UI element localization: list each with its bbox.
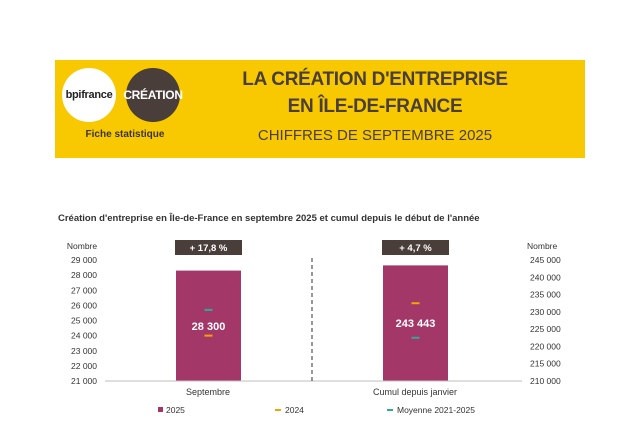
page-title-line1: LA CRÉATION D'ENTREPRISE <box>242 69 508 90</box>
axis-tick-label: 26 000 <box>71 300 97 310</box>
bar-2025 <box>383 265 448 381</box>
axis-tick-label: 215 000 <box>530 359 561 369</box>
category-label: Septembre <box>186 387 230 397</box>
axis-tick-label: 21 000 <box>71 376 97 386</box>
category-label: Cumul depuis janvier <box>373 387 457 397</box>
bar-2025 <box>176 270 241 381</box>
legend-label: Moyenne 2021-2025 <box>397 405 475 415</box>
legend-swatch <box>158 407 163 412</box>
axis-tick-label: 27 000 <box>71 285 97 295</box>
legend-label: 2025 <box>166 405 185 415</box>
axis-tick-label: 23 000 <box>71 346 97 356</box>
evolution-badge <box>175 240 242 255</box>
axis-tick-label: 235 000 <box>530 290 561 300</box>
fiche-label: Fiche statistique <box>85 129 165 140</box>
bar-value-label: 243 443 <box>396 318 436 330</box>
axis-tick-label: 25 000 <box>71 316 97 326</box>
axis-tick-label: 24 000 <box>71 331 97 341</box>
chart-title: Création d'entreprise en Île-de-France e… <box>58 213 480 224</box>
evolution-badge-label: + 4,7 % <box>399 243 432 254</box>
axis-tick-label: 22 000 <box>71 361 97 371</box>
creation-logo: CRÉATION <box>123 68 183 122</box>
axis-tick-label: 225 000 <box>530 324 561 334</box>
axis-tick-label: 240 000 <box>530 272 561 282</box>
page-title-line2: EN ÎLE-DE-FRANCE <box>287 96 463 117</box>
legend-label: 2024 <box>285 405 304 415</box>
axis-tick-label: 230 000 <box>530 307 561 317</box>
bar-value-label: 28 300 <box>192 321 226 333</box>
evolution-badge <box>382 240 449 255</box>
axis-title: Nombre <box>67 241 98 251</box>
axis-tick-label: 220 000 <box>530 341 561 351</box>
axis-tick-label: 28 000 <box>71 270 97 280</box>
axis-tick-label: 210 000 <box>530 376 561 386</box>
header-banner: bpifrance CRÉATION Fiche statistique LA … <box>55 60 585 158</box>
bpifrance-logo: bpifrance <box>62 68 116 122</box>
axis-title: Nombre <box>527 241 558 251</box>
evolution-badge-label: + 17,8 % <box>190 243 228 254</box>
page-subtitle: CHIFFRES DE SEPTEMBRE 2025 <box>257 127 493 144</box>
axis-tick-label: 29 000 <box>71 255 97 265</box>
axis-tick-label: 245 000 <box>530 255 561 265</box>
